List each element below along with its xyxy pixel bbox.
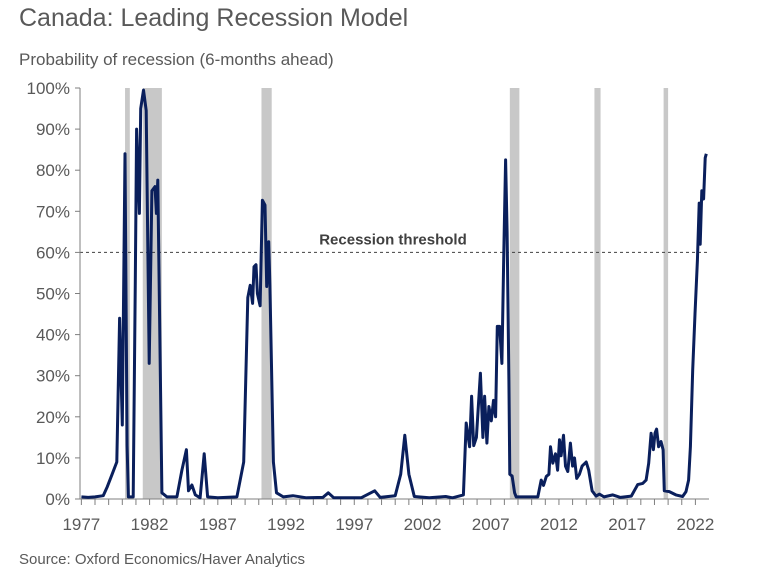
- x-tick-label: 1987: [199, 515, 237, 534]
- source-note: Source: Oxford Economics/Haver Analytics: [19, 551, 305, 568]
- y-tick-label: 10%: [36, 449, 70, 468]
- chart-title: Canada: Leading Recession Model: [19, 4, 409, 32]
- x-tick-label: 2002: [404, 515, 442, 534]
- x-tick-label: 1977: [62, 515, 100, 534]
- y-tick-label: 60%: [36, 243, 70, 262]
- y-tick-label: 30%: [36, 367, 70, 386]
- x-tick-label: 2022: [676, 515, 714, 534]
- recession-band: [509, 88, 520, 499]
- x-tick-label: 2017: [608, 515, 646, 534]
- y-tick-label: 20%: [36, 408, 70, 427]
- recession-probability-line: [81, 88, 708, 500]
- x-tick-label: 1982: [131, 515, 169, 534]
- threshold-label: Recession threshold: [319, 231, 467, 248]
- chart-subtitle: Probability of recession (6-months ahead…: [19, 50, 334, 69]
- y-tick-label: 0%: [45, 490, 70, 509]
- y-tick-label: 70%: [36, 202, 70, 221]
- y-tick-label: 100%: [27, 79, 70, 98]
- y-tick-label: 40%: [36, 326, 70, 345]
- y-tick-label: 80%: [36, 161, 70, 180]
- y-tick-label: 90%: [36, 120, 70, 139]
- recession-band: [261, 88, 272, 499]
- x-tick-label: 1992: [267, 515, 305, 534]
- x-tick-label: 2012: [540, 515, 578, 534]
- y-tick-label: 50%: [36, 285, 70, 304]
- x-tick-label: 2007: [472, 515, 510, 534]
- recession-band: [663, 88, 669, 499]
- x-tick-label: 1997: [335, 515, 373, 534]
- recession-band: [594, 88, 601, 499]
